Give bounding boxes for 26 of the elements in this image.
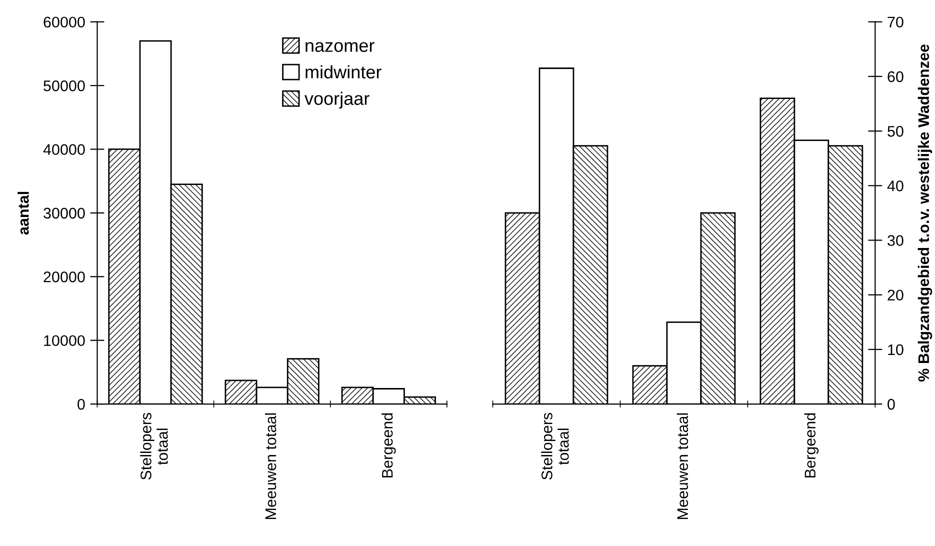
y2-axis-title: % Balgzandgebied t.o.v. westelijke Waddenzee (918, 44, 932, 382)
y2-tick-label: 20 (888, 290, 904, 301)
legend-label: nazomer (306, 42, 374, 52)
legend-label: voorjaar (304, 92, 370, 109)
y-tick-label: 60000 (44, 16, 85, 28)
y2-tick-label: 60 (888, 71, 904, 82)
y2-tick-label: 0 (888, 398, 895, 410)
y-tick-label: 40000 (43, 144, 85, 155)
y-tick-label: 10000 (44, 335, 85, 346)
x-tick-label: Meeuwen totaal (676, 413, 688, 519)
y-tick-label: 30000 (44, 208, 85, 219)
y2-tick-label: 40 (887, 180, 904, 192)
y2-tick-label: 10 (888, 344, 904, 356)
y2-tick-label: 30 (888, 235, 904, 246)
y-axis-title: aantal (18, 192, 29, 235)
x-tick-label: Bergeend (804, 413, 819, 478)
x-tick-label: Stellopers totaal (541, 412, 569, 480)
y-tick-label: 0 (78, 398, 85, 410)
y2-tick-label: 50 (888, 126, 904, 137)
y2-tick-label: 70 (888, 16, 904, 28)
x-tick-label: Meeuwen totaal (264, 413, 276, 519)
x-tick-label: Stellopers totaal (140, 412, 168, 480)
y-tick-label: 20000 (44, 272, 85, 282)
legend-label: midwinter (306, 65, 382, 78)
y-tick-label: 50000 (44, 80, 85, 92)
x-tick-label: Bergeend (382, 413, 396, 478)
